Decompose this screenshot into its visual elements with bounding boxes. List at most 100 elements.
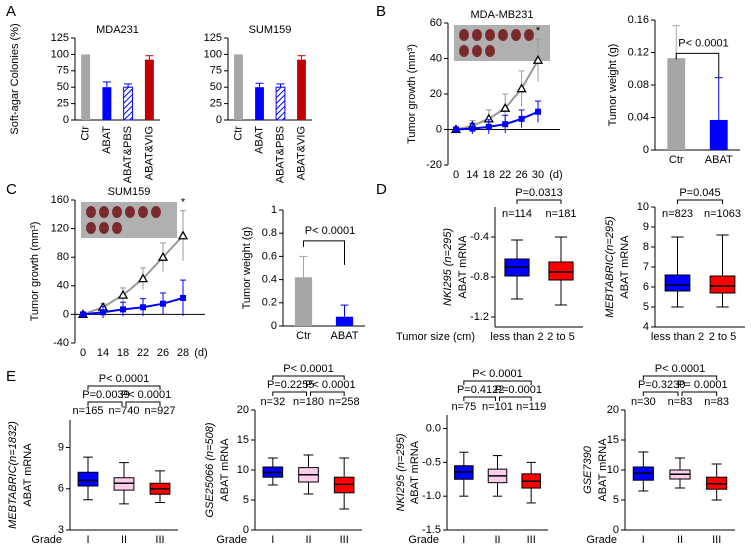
x-tick-label: 26 [515,169,527,181]
tumor [485,29,495,41]
y-tick-label: 0 [63,308,69,320]
bar [144,59,154,120]
y-tick-label: -1.2 [470,311,489,323]
x-tick-label: ABAT&PBS [122,126,134,183]
tumor [472,45,482,57]
p-value: P< 0.0001 [472,368,522,380]
x-tick-label: 0 [80,347,86,359]
p-value: P< 0.0001 [305,225,355,237]
marker [137,273,149,283]
x-tick-label: 2 to 5 [709,331,737,343]
bar [335,316,354,326]
tumor [125,206,135,218]
p-value: P< 0.0001 [99,373,149,385]
y-label: ABAT mRNA [409,440,421,504]
y-tick-label: 125 [51,32,69,44]
y-tick-label: 15 [607,434,619,446]
marker [469,125,476,132]
y-tick-label: 125 [204,32,222,44]
marker [120,306,126,313]
panel-letter: C [6,181,17,198]
y-tick-label: 6 [643,281,649,293]
bracket [677,199,723,204]
tumor [112,206,122,218]
y-tick-label: 75 [210,65,222,77]
x-tick-label: 2 to 5 [547,331,575,343]
bar [255,87,264,120]
count-label: n=30 [631,396,656,408]
y-label: Tumor growth (mm³) [406,44,418,144]
p-value: P=0.2255 [267,379,314,391]
p-value: P< 0.0001 [283,363,333,375]
y-label: Tumor weight (g) [607,44,619,127]
marker [180,294,186,301]
count-label: n=1063 [704,208,741,220]
y-tick-label: 5 [613,494,619,506]
y-label: Tumor weight (g) [241,227,253,310]
marker [500,102,511,112]
y-tick-label: 25 [210,98,222,110]
x-tick-label: 18 [117,347,129,359]
x-tick-label: 0 [453,169,459,181]
x-tick-label: III [527,534,536,546]
bracket [463,380,532,385]
x-tick-label: ABAT&VIG [143,126,155,180]
box [548,261,574,281]
x-tick-label: Ctr [232,126,244,141]
y-tick-label: 0.16 [628,14,649,26]
y-tick-label: 0 [216,114,222,126]
x-tick-label: Ctr [80,126,92,141]
x-unit: (d) [194,347,207,359]
dataset-label: GSE25066 (n=508) [204,422,216,517]
count-label: n=83 [704,396,729,408]
p-value: P< 0.0001 [121,389,171,401]
x-label: Grade [216,534,247,546]
y-label: ABAT mRNA [619,235,631,299]
bar [297,59,306,120]
bracket [516,199,562,204]
marker [518,115,525,122]
p-value: P=0.4122 [457,384,504,396]
y-tick-label: 8 [643,241,649,253]
panel-letter: B [376,3,386,20]
dataset-label: MEBTABRIC(n=1832) [7,421,19,529]
tumor [511,29,521,41]
y-tick-label: -1.0 [422,490,441,502]
tumor [99,206,109,218]
x-label: Grade [31,534,62,546]
count-label: n=32 [260,396,285,408]
p-value: P< 0.0001 [655,363,705,375]
annotation: * [181,197,186,209]
p-value: P=0.3230 [638,379,685,391]
y-tick-label: 25 [57,98,69,110]
y-tick-label: -20 [426,159,442,171]
marker [532,54,544,64]
y-tick-label: 7 [643,261,649,273]
series-line [455,59,539,131]
bar [275,86,286,121]
box [664,274,691,292]
y-label: ABAT mRNA [457,235,469,299]
y-tick-label: 80 [57,251,69,263]
y-tick-label: 0.2 [262,297,277,309]
marker [535,108,541,115]
count-label: n=75 [451,401,476,413]
x-tick-label: I [462,534,465,546]
count-label: n=101 [482,401,513,413]
x-tick-label: 30 [532,169,544,181]
panel-letter: A [6,3,16,20]
y-tick-label: 5 [243,494,249,506]
y-label: Tumor growth (mm³) [29,222,41,322]
bracket [87,401,123,406]
y-tick-label: 100 [204,48,222,60]
marker [157,251,169,261]
x-tick-label: 22 [137,347,149,359]
bracket [272,391,307,396]
y-tick-label: -1.5 [422,524,441,536]
x-tick-label: 28 [177,347,189,359]
marker [80,311,86,318]
y-tick-label: 10 [637,201,649,213]
y-tick-label: 9 [643,221,649,233]
y-tick-label: 50 [57,81,69,93]
